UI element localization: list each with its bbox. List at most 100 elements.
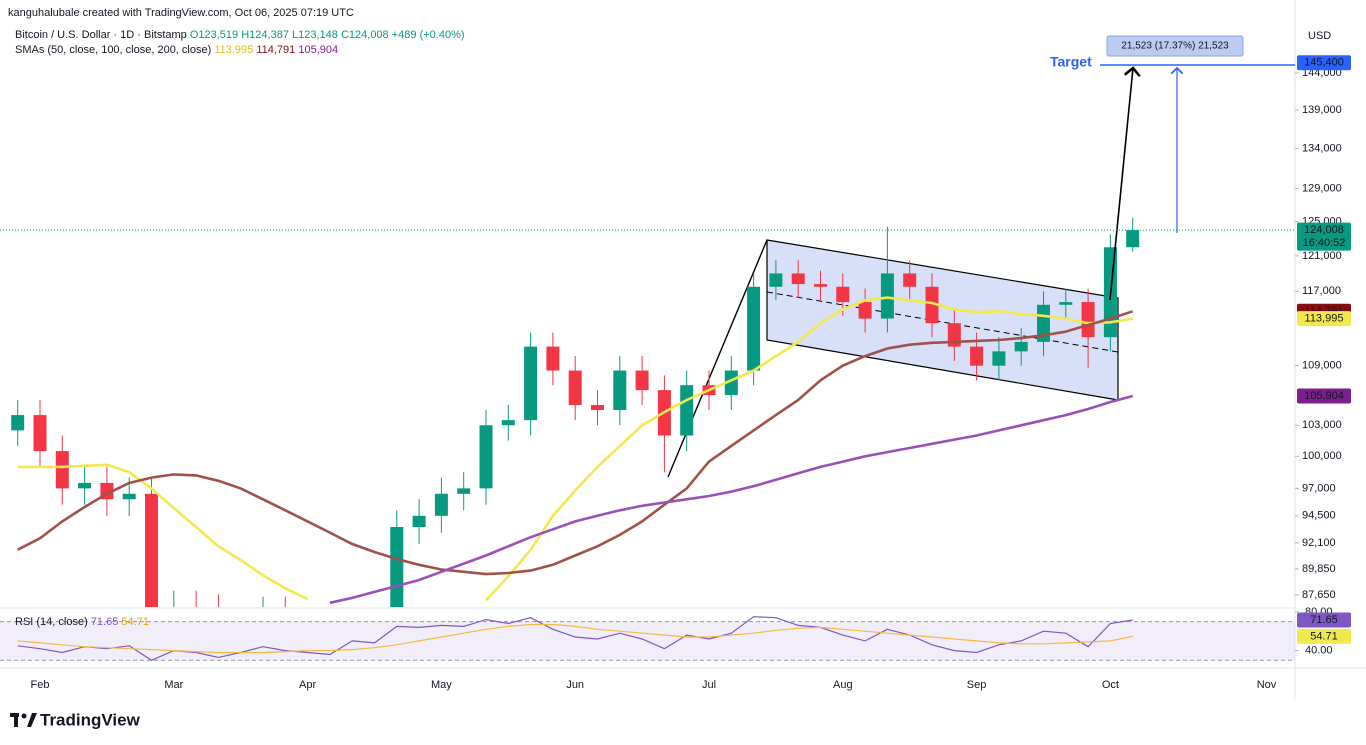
x-tick-label: Nov xyxy=(1257,679,1277,691)
candle-body xyxy=(412,515,426,527)
sma-value: 113,995 xyxy=(214,44,253,56)
x-tick-label: Feb xyxy=(31,679,50,691)
ohlc: O123,519 xyxy=(190,29,238,41)
candle-body xyxy=(434,493,448,516)
change: +489 (+0.40%) xyxy=(392,29,465,41)
price-badge-label: 54.71 xyxy=(1310,630,1338,642)
measure-box xyxy=(1106,35,1244,57)
price-badge-label: 124,008 xyxy=(1304,224,1344,236)
price-pane xyxy=(11,217,1140,705)
candle-body xyxy=(1037,304,1050,342)
ohlc: H124,387 xyxy=(241,29,289,41)
rsi-ma-line xyxy=(17,623,1133,654)
y-tick-label: 40.00 xyxy=(1305,644,1333,656)
flag-pole xyxy=(667,239,768,478)
candle-body xyxy=(122,493,136,500)
y-tick-label: 94,500 xyxy=(1302,510,1336,522)
sma-line xyxy=(17,310,1134,576)
x-tick-label: Apr xyxy=(299,679,316,691)
y-tick-label: 129,000 xyxy=(1302,182,1342,194)
candle-body xyxy=(635,370,649,391)
candle-body xyxy=(1126,230,1140,248)
price-badge xyxy=(1297,612,1351,628)
candle-body xyxy=(970,346,984,366)
candle-body xyxy=(836,286,850,303)
candle-body xyxy=(925,286,939,324)
price-badge xyxy=(1297,388,1351,404)
candle-body xyxy=(992,351,1006,366)
candle-body xyxy=(390,526,404,607)
candle-body xyxy=(524,346,538,421)
projection-arrow xyxy=(1109,68,1133,301)
price-badge xyxy=(1297,311,1351,327)
legend-line: Bitcoin / U.S. Dollar · 1D · Bitstamp O1… xyxy=(15,29,465,41)
currency: USD xyxy=(1308,30,1331,42)
candle-body xyxy=(1014,341,1028,352)
rsi-legend: RSI (14, close) 71.65 54.71 xyxy=(15,616,149,628)
brand: TradingView xyxy=(40,710,141,729)
price-badge-label: 145,400 xyxy=(1304,57,1344,69)
y-tick-label: 87,650 xyxy=(1302,589,1336,601)
candle-body xyxy=(1059,302,1073,305)
y-tick-label: 134,000 xyxy=(1302,143,1342,155)
candle-body xyxy=(501,420,515,426)
candle-body xyxy=(591,405,604,411)
candle-body xyxy=(78,482,92,489)
price-badge-label: 105,904 xyxy=(1304,390,1344,402)
x-tick-label: May xyxy=(431,679,452,691)
rsi-line xyxy=(17,616,1133,661)
candle-body xyxy=(791,273,805,285)
candle-body xyxy=(814,284,827,287)
target-label: Target xyxy=(1050,54,1092,70)
rsi-value: 71.65 xyxy=(91,616,119,628)
candle-body xyxy=(457,488,471,494)
sma-legend: SMAs (50, close, 100, close, 200, close)… xyxy=(15,44,338,56)
y-tick-label: 89,850 xyxy=(1302,563,1336,575)
sma-value: 105,904 xyxy=(298,44,338,56)
candle-body xyxy=(880,273,894,319)
candle-body xyxy=(724,370,738,396)
candle-body xyxy=(568,370,582,406)
credit: kanguhalubale created with TradingView.c… xyxy=(8,7,354,19)
candle-body xyxy=(145,493,158,607)
candle-body xyxy=(680,385,694,436)
sma-line xyxy=(329,394,1134,605)
y-tick-label: 139,000 xyxy=(1302,104,1342,116)
rsi-pane xyxy=(0,616,1295,661)
candle-body xyxy=(903,273,917,287)
candle-body xyxy=(858,302,872,319)
x-tick-label: Mar xyxy=(164,679,183,691)
price-badge-label: 71.65 xyxy=(1310,614,1338,626)
y-tick-label: 117,000 xyxy=(1302,285,1341,297)
measure-label: 21,523 (17.37%) 21,523 xyxy=(1121,41,1229,52)
x-tick-label: Aug xyxy=(833,679,853,691)
y-tick-label: 97,000 xyxy=(1302,482,1336,494)
ohlc: C124,008 xyxy=(341,29,389,41)
y-tick-label: 109,000 xyxy=(1302,360,1342,372)
rsi-label: RSI (14, close) xyxy=(15,616,88,628)
candle-body xyxy=(33,415,47,452)
candle-body xyxy=(747,286,761,371)
sma-label: SMAs (50, close, 100, close, 200, close) xyxy=(15,44,211,56)
x-tick-label: Jul xyxy=(702,679,716,691)
sma-line xyxy=(17,296,1133,602)
candle-body xyxy=(323,659,336,705)
y-tick-label: 121,000 xyxy=(1302,250,1342,262)
x-tick-label: Jun xyxy=(566,679,584,691)
candle-body xyxy=(55,451,69,489)
price-badge-label: 113,995 xyxy=(1305,313,1344,325)
y-tick-label: 92,100 xyxy=(1302,537,1336,549)
flag-channel xyxy=(766,239,1119,401)
candle-body xyxy=(1081,302,1095,338)
price-badge-sublabel: 16:40:52 xyxy=(1303,237,1346,249)
candle-body xyxy=(190,609,203,613)
price-badge xyxy=(1297,222,1351,251)
candle-body xyxy=(769,273,783,287)
rsi-value: 54.71 xyxy=(121,616,149,628)
candle-body xyxy=(613,370,627,411)
x-tick-label: Oct xyxy=(1102,679,1119,691)
price-badge xyxy=(1297,55,1351,71)
candle-body xyxy=(479,425,493,489)
logo xyxy=(10,713,37,727)
price-badge xyxy=(1297,628,1351,644)
